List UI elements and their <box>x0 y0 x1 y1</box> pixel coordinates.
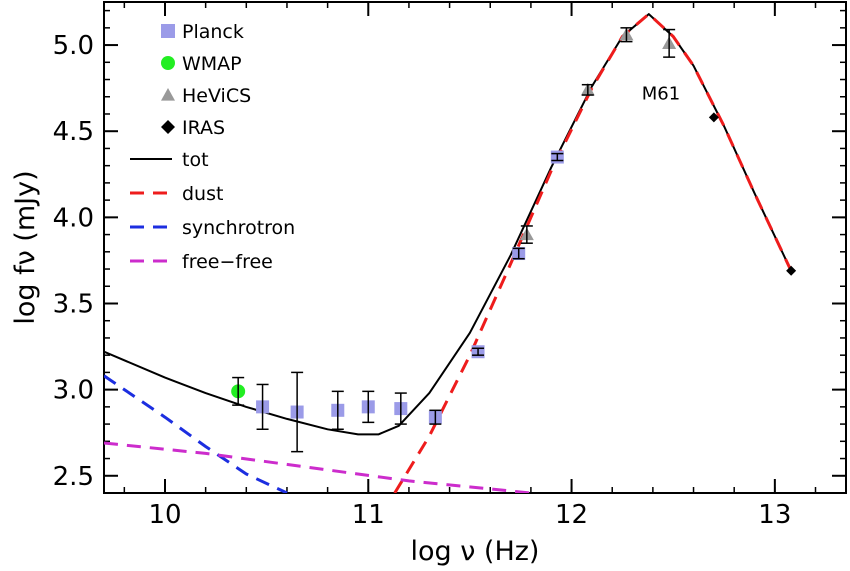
legend-marker-hevics <box>161 88 175 101</box>
x-tick-label: 10 <box>148 500 181 530</box>
y-tick-label: 3.0 <box>53 376 94 406</box>
legend-label: IRAS <box>182 117 225 139</box>
y-tick-label: 2.5 <box>53 462 94 492</box>
y-tick-label: 4.5 <box>53 117 94 147</box>
galaxy-label: M61 <box>642 83 680 104</box>
y-axis-title: log fν (mJy) <box>10 170 41 324</box>
data-points <box>231 27 797 453</box>
axes-frame <box>103 1 847 494</box>
y-tick-label: 3.5 <box>53 289 94 319</box>
x-tick-label: 13 <box>758 500 791 530</box>
legend-label: HeViCS <box>182 85 251 107</box>
x-axis-title: log ν (Hz) <box>411 536 540 567</box>
point-iras <box>708 112 719 123</box>
legend-label: synchrotron <box>182 217 295 239</box>
x-tick-label: 11 <box>352 500 385 530</box>
x-tick-label: 12 <box>555 500 588 530</box>
legend-label: tot <box>182 149 209 171</box>
axis-ticks: 10 11 12 13 2.5 3.0 3.5 4.0 4.5 5.0 <box>53 2 846 530</box>
plot-frame <box>103 1 847 494</box>
legend-label: dust <box>182 183 223 205</box>
legend-label: WMAP <box>182 53 242 75</box>
legend-marker-iras <box>161 120 175 134</box>
y-tick-label: 4.0 <box>53 203 94 233</box>
legend-label: Planck <box>182 21 244 43</box>
line-synchrotron <box>104 374 288 493</box>
legend-marker-wmap <box>161 56 175 70</box>
legend: Planck WMAP HeViCS IRAS tot dust synchrotron fr… <box>130 21 295 273</box>
line-free-free <box>104 441 532 493</box>
y-tick-label: 5.0 <box>53 31 94 61</box>
point-iras <box>786 265 797 276</box>
legend-marker-planck <box>161 24 175 38</box>
legend-label: free−free <box>182 251 273 273</box>
